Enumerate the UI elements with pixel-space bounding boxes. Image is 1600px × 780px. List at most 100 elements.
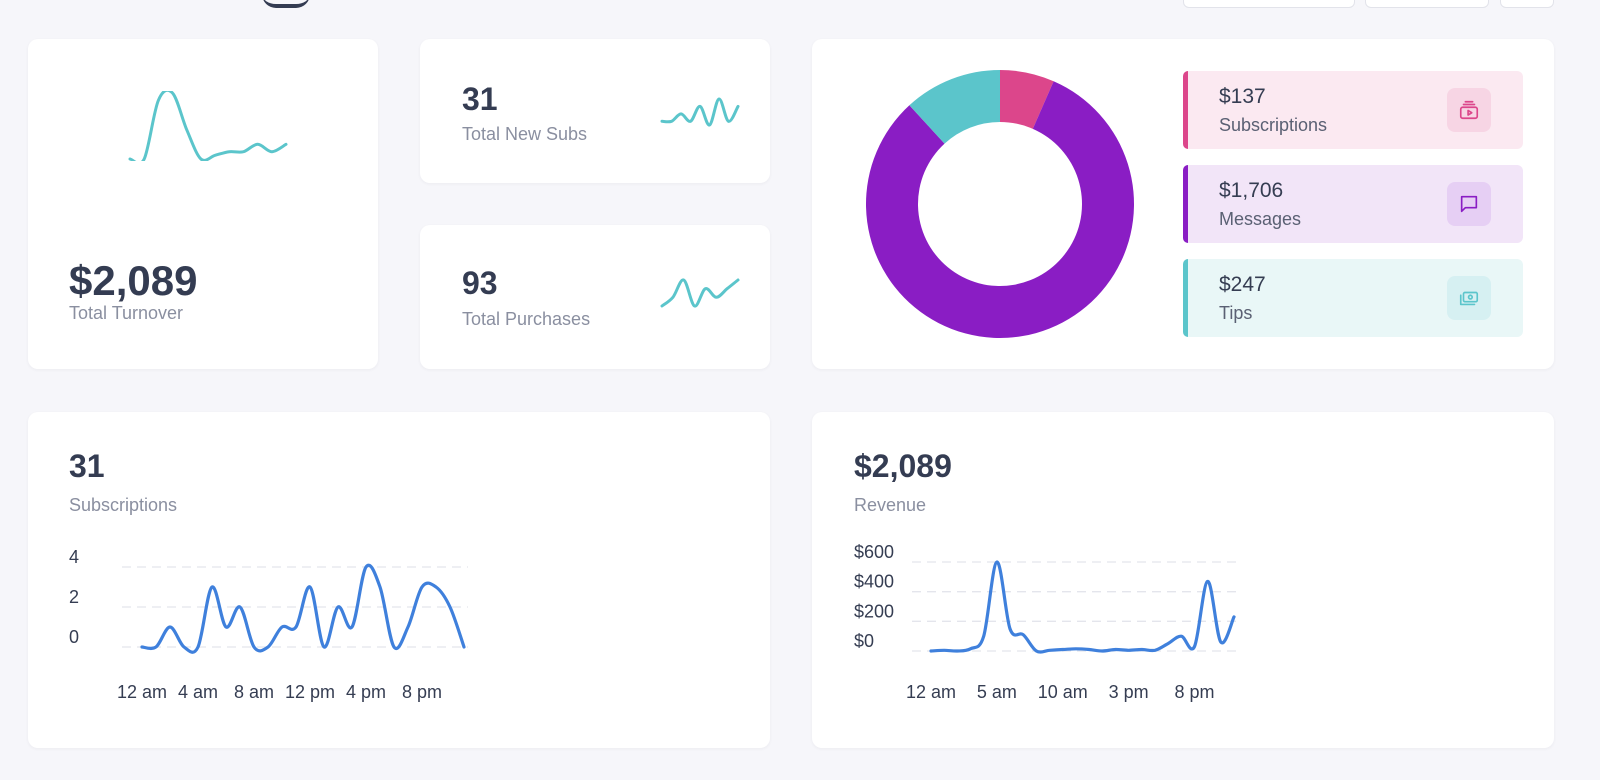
revenue-label: Revenue [854, 495, 927, 515]
legend-bar-tips [1183, 259, 1188, 337]
data-point[interactable] [435, 586, 438, 589]
more-button[interactable] [1500, 0, 1554, 8]
donut-slice-tips[interactable] [909, 70, 1000, 144]
revenue-line-chart: $0 $200 $400 $600 12 am 5 am 10 am 3 pm 8 pm [854, 542, 1238, 702]
y-tick-label: 2 [69, 587, 79, 607]
series-line [140, 563, 466, 654]
data-point[interactable] [1048, 649, 1051, 652]
header-remnant-title [262, 0, 310, 8]
filter-button[interactable] [1365, 0, 1489, 8]
breakdown-donut-chart [866, 70, 1134, 339]
data-point[interactable] [1114, 648, 1117, 651]
legend-item-messages[interactable]: $1,706 Messages [1183, 165, 1523, 243]
x-tick-label: 10 am [1038, 682, 1088, 702]
data-point[interactable] [197, 646, 200, 649]
data-point[interactable] [995, 561, 998, 564]
data-point[interactable] [155, 646, 158, 649]
legend-label-tips: Tips [1219, 303, 1253, 323]
y-tick-label: 0 [69, 627, 79, 647]
data-point[interactable] [309, 586, 312, 589]
turnover-label: Total Turnover [69, 303, 184, 323]
revenue-value: $2,089 [854, 448, 952, 484]
legend-value-tips: $247 [1219, 273, 1266, 296]
data-point[interactable] [930, 650, 933, 653]
data-point[interactable] [253, 646, 256, 649]
donut-slice-subscriptions[interactable] [1000, 70, 1054, 129]
data-point[interactable] [1088, 648, 1091, 651]
series-line [929, 560, 1236, 654]
message-icon [1447, 182, 1491, 226]
purchases-value: 93 [462, 265, 498, 301]
data-point[interactable] [1153, 649, 1156, 652]
purchases-label: Total Purchases [462, 309, 591, 329]
subscriptions-value: 31 [69, 448, 105, 484]
new-subs-value: 31 [462, 81, 498, 117]
legend-label-messages: Messages [1219, 209, 1302, 229]
turnover-sparkline [128, 91, 288, 161]
data-point[interactable] [407, 626, 410, 629]
data-point[interactable] [169, 626, 172, 629]
data-point[interactable] [1206, 580, 1209, 583]
date-range-button[interactable] [1183, 0, 1355, 8]
data-point[interactable] [1022, 633, 1025, 636]
data-point[interactable] [463, 646, 466, 649]
subscriptions-line-chart: 0 2 4 12 am 4 am 8 am 12 pm 4 pm 8 pm [69, 547, 468, 702]
data-point[interactable] [1101, 650, 1104, 653]
data-point[interactable] [281, 626, 284, 629]
y-tick-label: $600 [854, 542, 894, 562]
data-point[interactable] [379, 586, 382, 589]
x-tick-label: 4 pm [346, 682, 386, 702]
data-point[interactable] [1167, 642, 1170, 645]
x-tick-label: 12 am [117, 682, 167, 702]
legend-bar-messages [1183, 165, 1188, 243]
data-point[interactable] [969, 647, 972, 650]
turnover-sparkline-line [128, 91, 288, 161]
data-point[interactable] [1009, 627, 1012, 630]
revenue-chart-card: $2,089 Revenue $0 $200 $400 $600 12 am 5 am 10… [812, 412, 1554, 748]
legend-value-subscriptions: $137 [1219, 85, 1266, 108]
data-point[interactable] [943, 649, 946, 652]
data-point[interactable] [421, 586, 424, 589]
new-subs-card: 31 Total New Subs [420, 39, 770, 183]
data-point[interactable] [982, 635, 985, 638]
x-tick-label: 5 am [977, 682, 1017, 702]
data-point[interactable] [393, 646, 396, 649]
data-point[interactable] [1193, 645, 1196, 648]
y-tick-label: $200 [854, 601, 894, 621]
data-point[interactable] [449, 606, 452, 609]
data-point[interactable] [1074, 647, 1077, 650]
donut-slice-messages[interactable] [866, 81, 1134, 339]
data-point[interactable] [211, 586, 214, 589]
legend-item-subscriptions[interactable]: $137 Subscriptions [1183, 71, 1523, 149]
legend-item-tips[interactable]: $247 Tips [1183, 259, 1523, 337]
data-point[interactable] [1035, 650, 1038, 653]
purchases-card: 93 Total Purchases [420, 225, 770, 369]
turnover-value: $2,089 [69, 257, 198, 304]
data-point[interactable] [1233, 615, 1236, 618]
data-point[interactable] [267, 646, 270, 649]
data-point[interactable] [239, 606, 242, 609]
data-point[interactable] [365, 566, 368, 569]
purchases-sparkline [660, 278, 740, 308]
data-point[interactable] [295, 626, 298, 629]
data-point[interactable] [1061, 648, 1064, 651]
legend-label-subscriptions: Subscriptions [1219, 115, 1328, 135]
data-point[interactable] [337, 606, 340, 609]
data-point[interactable] [351, 626, 354, 629]
x-tick-label: 4 am [178, 682, 218, 702]
data-point[interactable] [183, 646, 186, 649]
data-point[interactable] [323, 646, 326, 649]
data-point[interactable] [1219, 641, 1222, 644]
x-tick-label: 12 am [906, 682, 956, 702]
data-point[interactable] [1127, 649, 1130, 652]
data-point[interactable] [1140, 648, 1143, 651]
data-point[interactable] [225, 626, 228, 629]
data-point[interactable] [141, 646, 144, 649]
turnover-card: $2,089 Total Turnover [28, 39, 378, 369]
x-tick-label: 8 pm [1174, 682, 1214, 702]
data-point[interactable] [1180, 635, 1183, 638]
data-point[interactable] [956, 650, 959, 653]
x-tick-label: 3 pm [1109, 682, 1149, 702]
video-icon [1447, 88, 1491, 132]
x-tick-label: 8 am [234, 682, 274, 702]
